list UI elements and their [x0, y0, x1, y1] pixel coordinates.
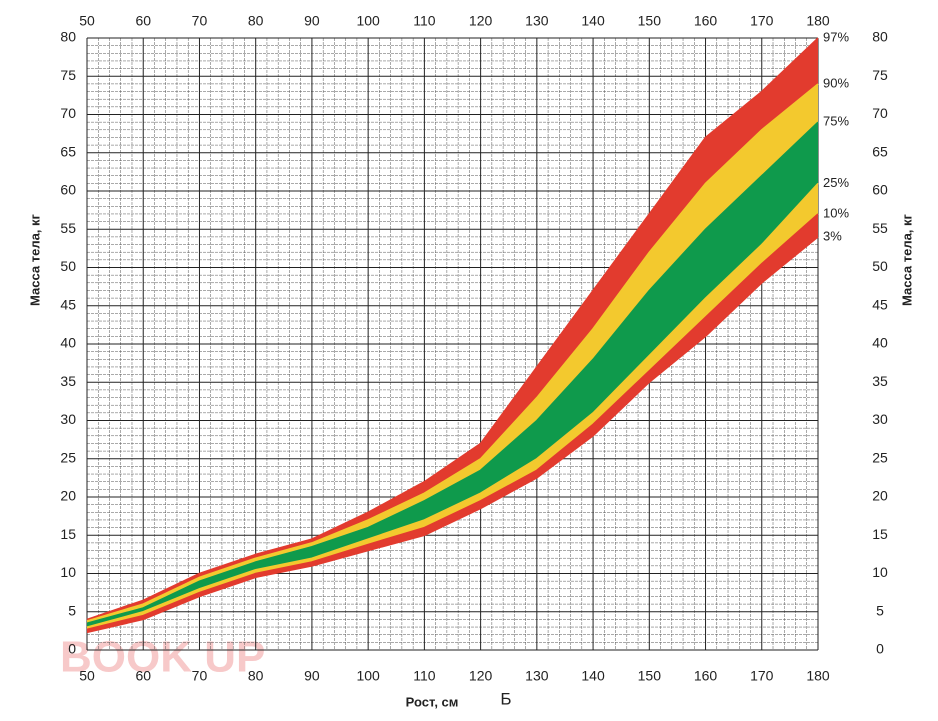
y-tick-label-right: 45 — [872, 296, 888, 312]
y-tick-label-right: 55 — [872, 220, 888, 236]
y-tick-label: 40 — [60, 335, 76, 351]
x-tick-label-top: 120 — [469, 13, 493, 29]
x-tick-label-top: 170 — [750, 13, 774, 29]
y-tick-label-right: 25 — [872, 449, 888, 465]
y-tick-label: 50 — [60, 258, 76, 274]
series-label: 90% — [823, 75, 849, 90]
y-tick-label-right: 5 — [876, 602, 884, 618]
x-tick-label: 90 — [304, 668, 320, 684]
series-label: 75% — [823, 114, 849, 129]
y-tick-label: 15 — [60, 526, 76, 542]
x-tick-label: 60 — [135, 668, 151, 684]
y-tick-label-right: 30 — [872, 411, 888, 427]
y-tick-label: 55 — [60, 220, 76, 236]
series-label: 10% — [823, 205, 849, 220]
y-tick-label: 45 — [60, 296, 76, 312]
percentile-line — [86, 182, 819, 628]
y-tick-label: 80 — [60, 29, 76, 45]
caption: Б — [500, 689, 511, 708]
x-tick-label: 70 — [192, 668, 208, 684]
watermark: BOOK UP — [60, 633, 265, 682]
y-tick-label: 25 — [60, 449, 76, 465]
x-tick-label-top: 50 — [79, 13, 95, 29]
x-tick-label-top: 80 — [248, 13, 264, 29]
x-tick-label: 130 — [525, 668, 549, 684]
y-tick-label-right: 65 — [872, 143, 888, 159]
y-tick-label-right: 10 — [872, 564, 888, 580]
y-tick-label-right: 35 — [872, 373, 888, 389]
x-tick-label: 110 — [413, 668, 436, 684]
series-label: 25% — [823, 175, 849, 190]
x-tick-label: 50 — [79, 668, 95, 684]
x-tick-label-top: 70 — [192, 13, 208, 29]
y-tick-label-right: 60 — [872, 182, 888, 198]
x-tick-label-top: 130 — [525, 13, 549, 29]
y-tick-label: 70 — [60, 105, 76, 121]
x-tick-label-top: 110 — [413, 13, 436, 29]
y-tick-label-right: 40 — [872, 335, 888, 351]
x-tick-label: 140 — [581, 668, 605, 684]
x-axis-title: Рост, см — [406, 694, 459, 709]
y-axis-title: Масса тела, кг — [27, 213, 42, 305]
x-tick-label: 170 — [750, 668, 774, 684]
x-tick-label-top: 100 — [356, 13, 380, 29]
y-tick-label-right: 80 — [872, 29, 888, 45]
x-tick-label-top: 150 — [638, 13, 662, 29]
y-tick-label: 60 — [60, 182, 76, 198]
y-tick-label-right: 15 — [872, 526, 888, 542]
x-tick-label: 100 — [356, 668, 380, 684]
x-tick-label-top: 90 — [304, 13, 320, 29]
y-tick-label-right: 20 — [872, 488, 888, 504]
x-tick-label: 150 — [638, 668, 662, 684]
y-tick-label: 10 — [60, 564, 76, 580]
series-label: 3% — [823, 228, 842, 243]
percentile-line — [86, 121, 819, 624]
y-tick-label-right: 0 — [876, 641, 884, 657]
percentile-line — [86, 83, 819, 622]
x-tick-label: 180 — [806, 668, 830, 684]
x-tick-label: 160 — [694, 668, 718, 684]
y-tick-label: 5 — [68, 602, 76, 618]
y-tick-label: 35 — [60, 373, 76, 389]
x-tick-label: 120 — [469, 668, 493, 684]
y-tick-label: 20 — [60, 488, 76, 504]
x-tick-label: 80 — [248, 668, 264, 684]
y-tick-label-right: 75 — [872, 67, 888, 83]
y-tick-label: 65 — [60, 143, 76, 159]
y-tick-label: 0 — [68, 641, 76, 657]
x-tick-label-top: 60 — [135, 13, 151, 29]
y-axis-title-right: Масса тела, кг — [899, 213, 914, 305]
percentile-line — [86, 213, 819, 631]
series-label: 97% — [823, 29, 849, 44]
y-tick-label-right: 50 — [872, 258, 888, 274]
x-tick-label-top: 140 — [581, 13, 605, 29]
x-tick-label-top: 160 — [694, 13, 718, 29]
y-tick-label-right: 70 — [872, 105, 888, 121]
percentile-line — [86, 236, 819, 634]
y-tick-label: 75 — [60, 67, 76, 83]
percentile-line — [86, 37, 819, 621]
x-tick-label-top: 180 — [806, 13, 830, 29]
y-tick-label: 30 — [60, 411, 76, 427]
